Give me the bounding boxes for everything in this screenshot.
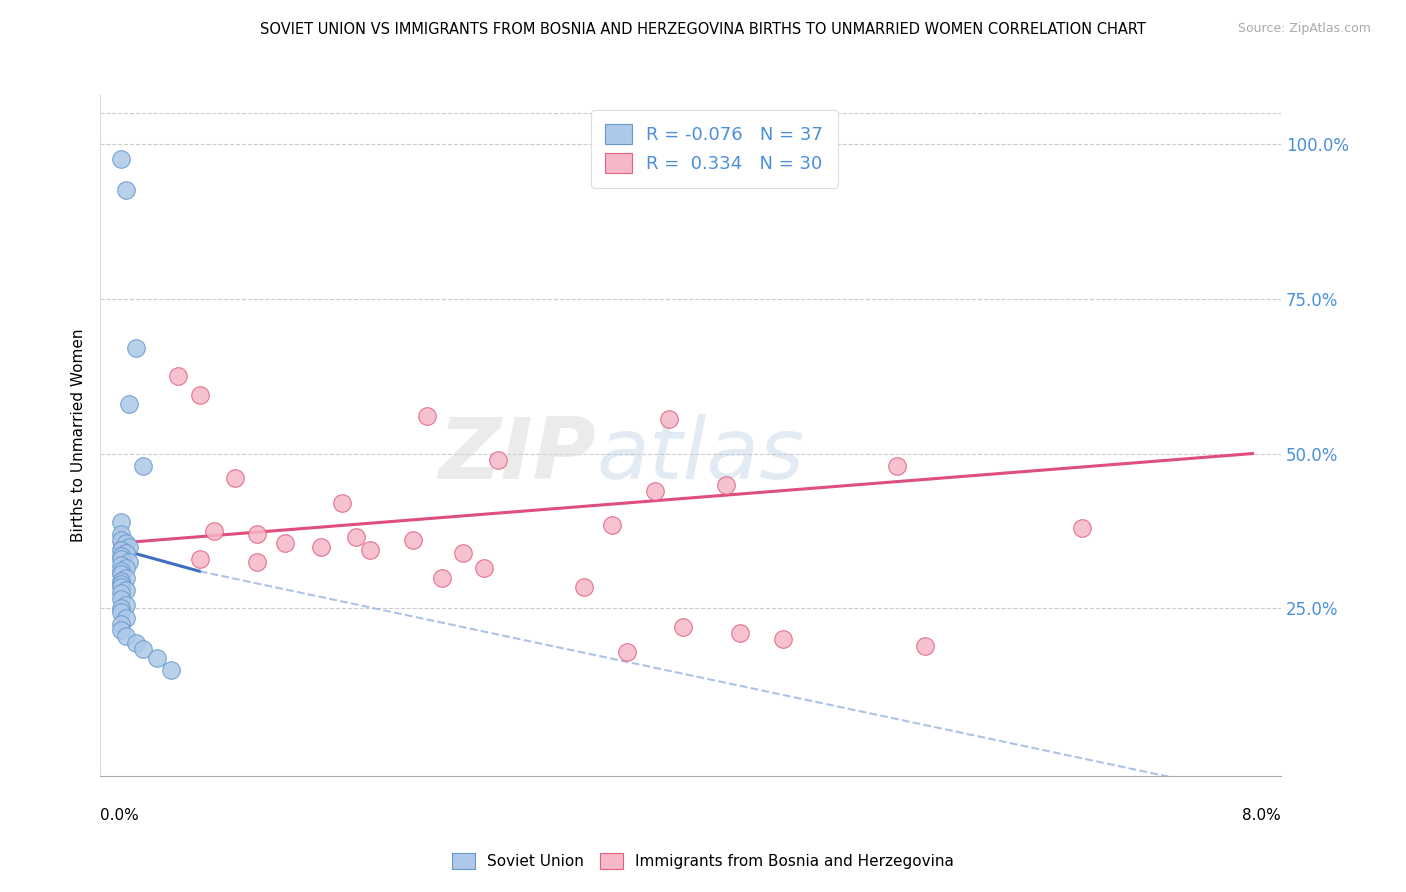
Point: [110, 533, 132, 548]
Point: [110, 549, 132, 563]
Point: [202, 524, 225, 538]
Point: [110, 605, 132, 619]
Point: [110, 592, 132, 607]
Point: [110, 574, 132, 588]
Point: [330, 496, 353, 510]
Point: [344, 530, 367, 544]
Point: [114, 561, 136, 575]
Point: [110, 515, 132, 529]
Point: [110, 576, 132, 591]
Point: [658, 412, 681, 426]
Point: [117, 555, 139, 569]
Point: [188, 387, 211, 401]
Point: [672, 620, 695, 634]
Point: [644, 483, 666, 498]
Point: [114, 629, 136, 643]
Point: [117, 540, 139, 554]
Point: [730, 626, 752, 640]
Point: [132, 641, 155, 656]
Point: [114, 611, 136, 625]
Text: 8.0%: 8.0%: [1243, 808, 1281, 823]
Point: [160, 664, 183, 678]
Text: ZIP: ZIP: [439, 414, 596, 497]
Point: [451, 546, 474, 560]
Point: [110, 580, 132, 594]
Point: [110, 542, 132, 557]
Point: [416, 409, 439, 424]
Point: [188, 552, 211, 566]
Point: [488, 452, 510, 467]
Point: [572, 580, 595, 594]
Y-axis label: Births to Unmarried Women: Births to Unmarried Women: [72, 328, 86, 541]
Point: [616, 645, 638, 659]
Point: [430, 570, 453, 584]
Point: [224, 471, 246, 485]
Point: [146, 651, 169, 665]
Point: [110, 567, 132, 582]
Point: [1070, 521, 1092, 535]
Text: 0.0%: 0.0%: [100, 808, 139, 823]
Point: [110, 623, 132, 637]
Point: [246, 555, 269, 569]
Point: [110, 564, 132, 578]
Point: [110, 617, 132, 632]
Point: [914, 639, 936, 653]
Text: SOVIET UNION VS IMMIGRANTS FROM BOSNIA AND HERZEGOVINA BIRTHS TO UNMARRIED WOMEN: SOVIET UNION VS IMMIGRANTS FROM BOSNIA A…: [260, 22, 1146, 37]
Legend: Soviet Union, Immigrants from Bosnia and Herzegovina: Soviet Union, Immigrants from Bosnia and…: [446, 847, 960, 875]
Point: [110, 552, 132, 566]
Point: [110, 558, 132, 573]
Point: [125, 635, 148, 649]
Point: [600, 517, 623, 532]
Point: [167, 369, 190, 384]
Point: [114, 599, 136, 613]
Point: [886, 458, 908, 473]
Text: atlas: atlas: [596, 414, 804, 497]
Point: [714, 477, 737, 491]
Point: [110, 586, 132, 600]
Point: [117, 397, 139, 411]
Point: [114, 582, 136, 597]
Point: [246, 527, 269, 541]
Text: Source: ZipAtlas.com: Source: ZipAtlas.com: [1237, 22, 1371, 36]
Point: [114, 536, 136, 550]
Point: [359, 542, 381, 557]
Point: [110, 527, 132, 541]
Point: [274, 536, 297, 550]
Point: [114, 570, 136, 584]
Legend: R = -0.076   N = 37, R =  0.334   N = 30: R = -0.076 N = 37, R = 0.334 N = 30: [591, 110, 838, 187]
Point: [110, 601, 132, 615]
Point: [132, 458, 155, 473]
Point: [110, 152, 132, 166]
Point: [309, 540, 332, 554]
Point: [772, 632, 794, 647]
Point: [114, 183, 136, 197]
Point: [472, 561, 495, 575]
Point: [402, 533, 425, 548]
Point: [125, 341, 148, 355]
Point: [114, 546, 136, 560]
